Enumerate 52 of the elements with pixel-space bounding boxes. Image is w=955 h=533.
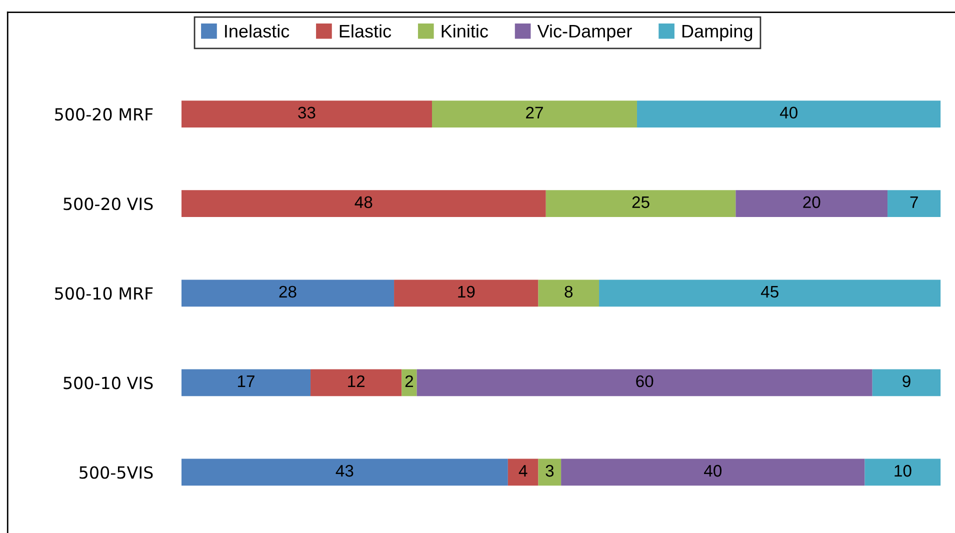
bar [546,190,736,218]
bar [310,369,402,396]
data-label: 60 [636,375,654,388]
y-tick-label: 500-5VIS [80,466,153,479]
bar [888,190,941,218]
bar [416,369,872,396]
data-label: 40 [704,464,722,477]
data-label: 20 [803,196,820,208]
bar [538,458,562,486]
bar [561,458,865,486]
data-label: 28 [279,286,296,298]
data-label: 10 [894,464,912,477]
bar [872,369,941,396]
data-label: 27 [526,106,543,118]
legend-label: Inelastic [225,24,290,38]
y-tick-label: 500-10 VIS [64,376,153,390]
data-label: 25 [632,196,650,208]
bar [181,458,508,486]
data-label: 48 [354,196,372,208]
data-label: 17 [238,376,254,388]
bar [181,369,311,396]
bar [181,100,432,128]
legend-label: Kinitic [442,24,488,38]
bar [736,190,888,218]
data-label: 33 [298,106,316,119]
data-label: 7 [910,196,918,208]
data-label: 19 [458,286,475,298]
y-tick-label: 500-20 VIS [64,198,153,210]
y-tick-label: 500-20 MRF [55,108,153,121]
bar [394,280,538,307]
legend-label: Elastic [340,24,392,38]
data-label: 43 [336,464,354,477]
data-label: 40 [780,106,798,119]
bar [538,280,600,307]
data-label: 8 [564,286,573,298]
y-tick-label: 500-10 MRF [55,287,153,300]
bar [402,369,417,396]
data-label: 4 [518,465,528,477]
bar [432,100,637,128]
data-label: 12 [348,375,365,388]
data-label: 3 [546,464,554,477]
bar [508,458,538,486]
legend-label: Vic-Damper [537,24,632,42]
data-label: 9 [902,375,910,388]
bar [181,280,394,307]
data-label: 45 [760,286,778,298]
legend-label: Damping [682,24,752,42]
bar [181,190,546,218]
bar [636,100,941,128]
data-label: 2 [405,375,414,388]
bar [599,280,941,307]
bar [864,458,941,486]
